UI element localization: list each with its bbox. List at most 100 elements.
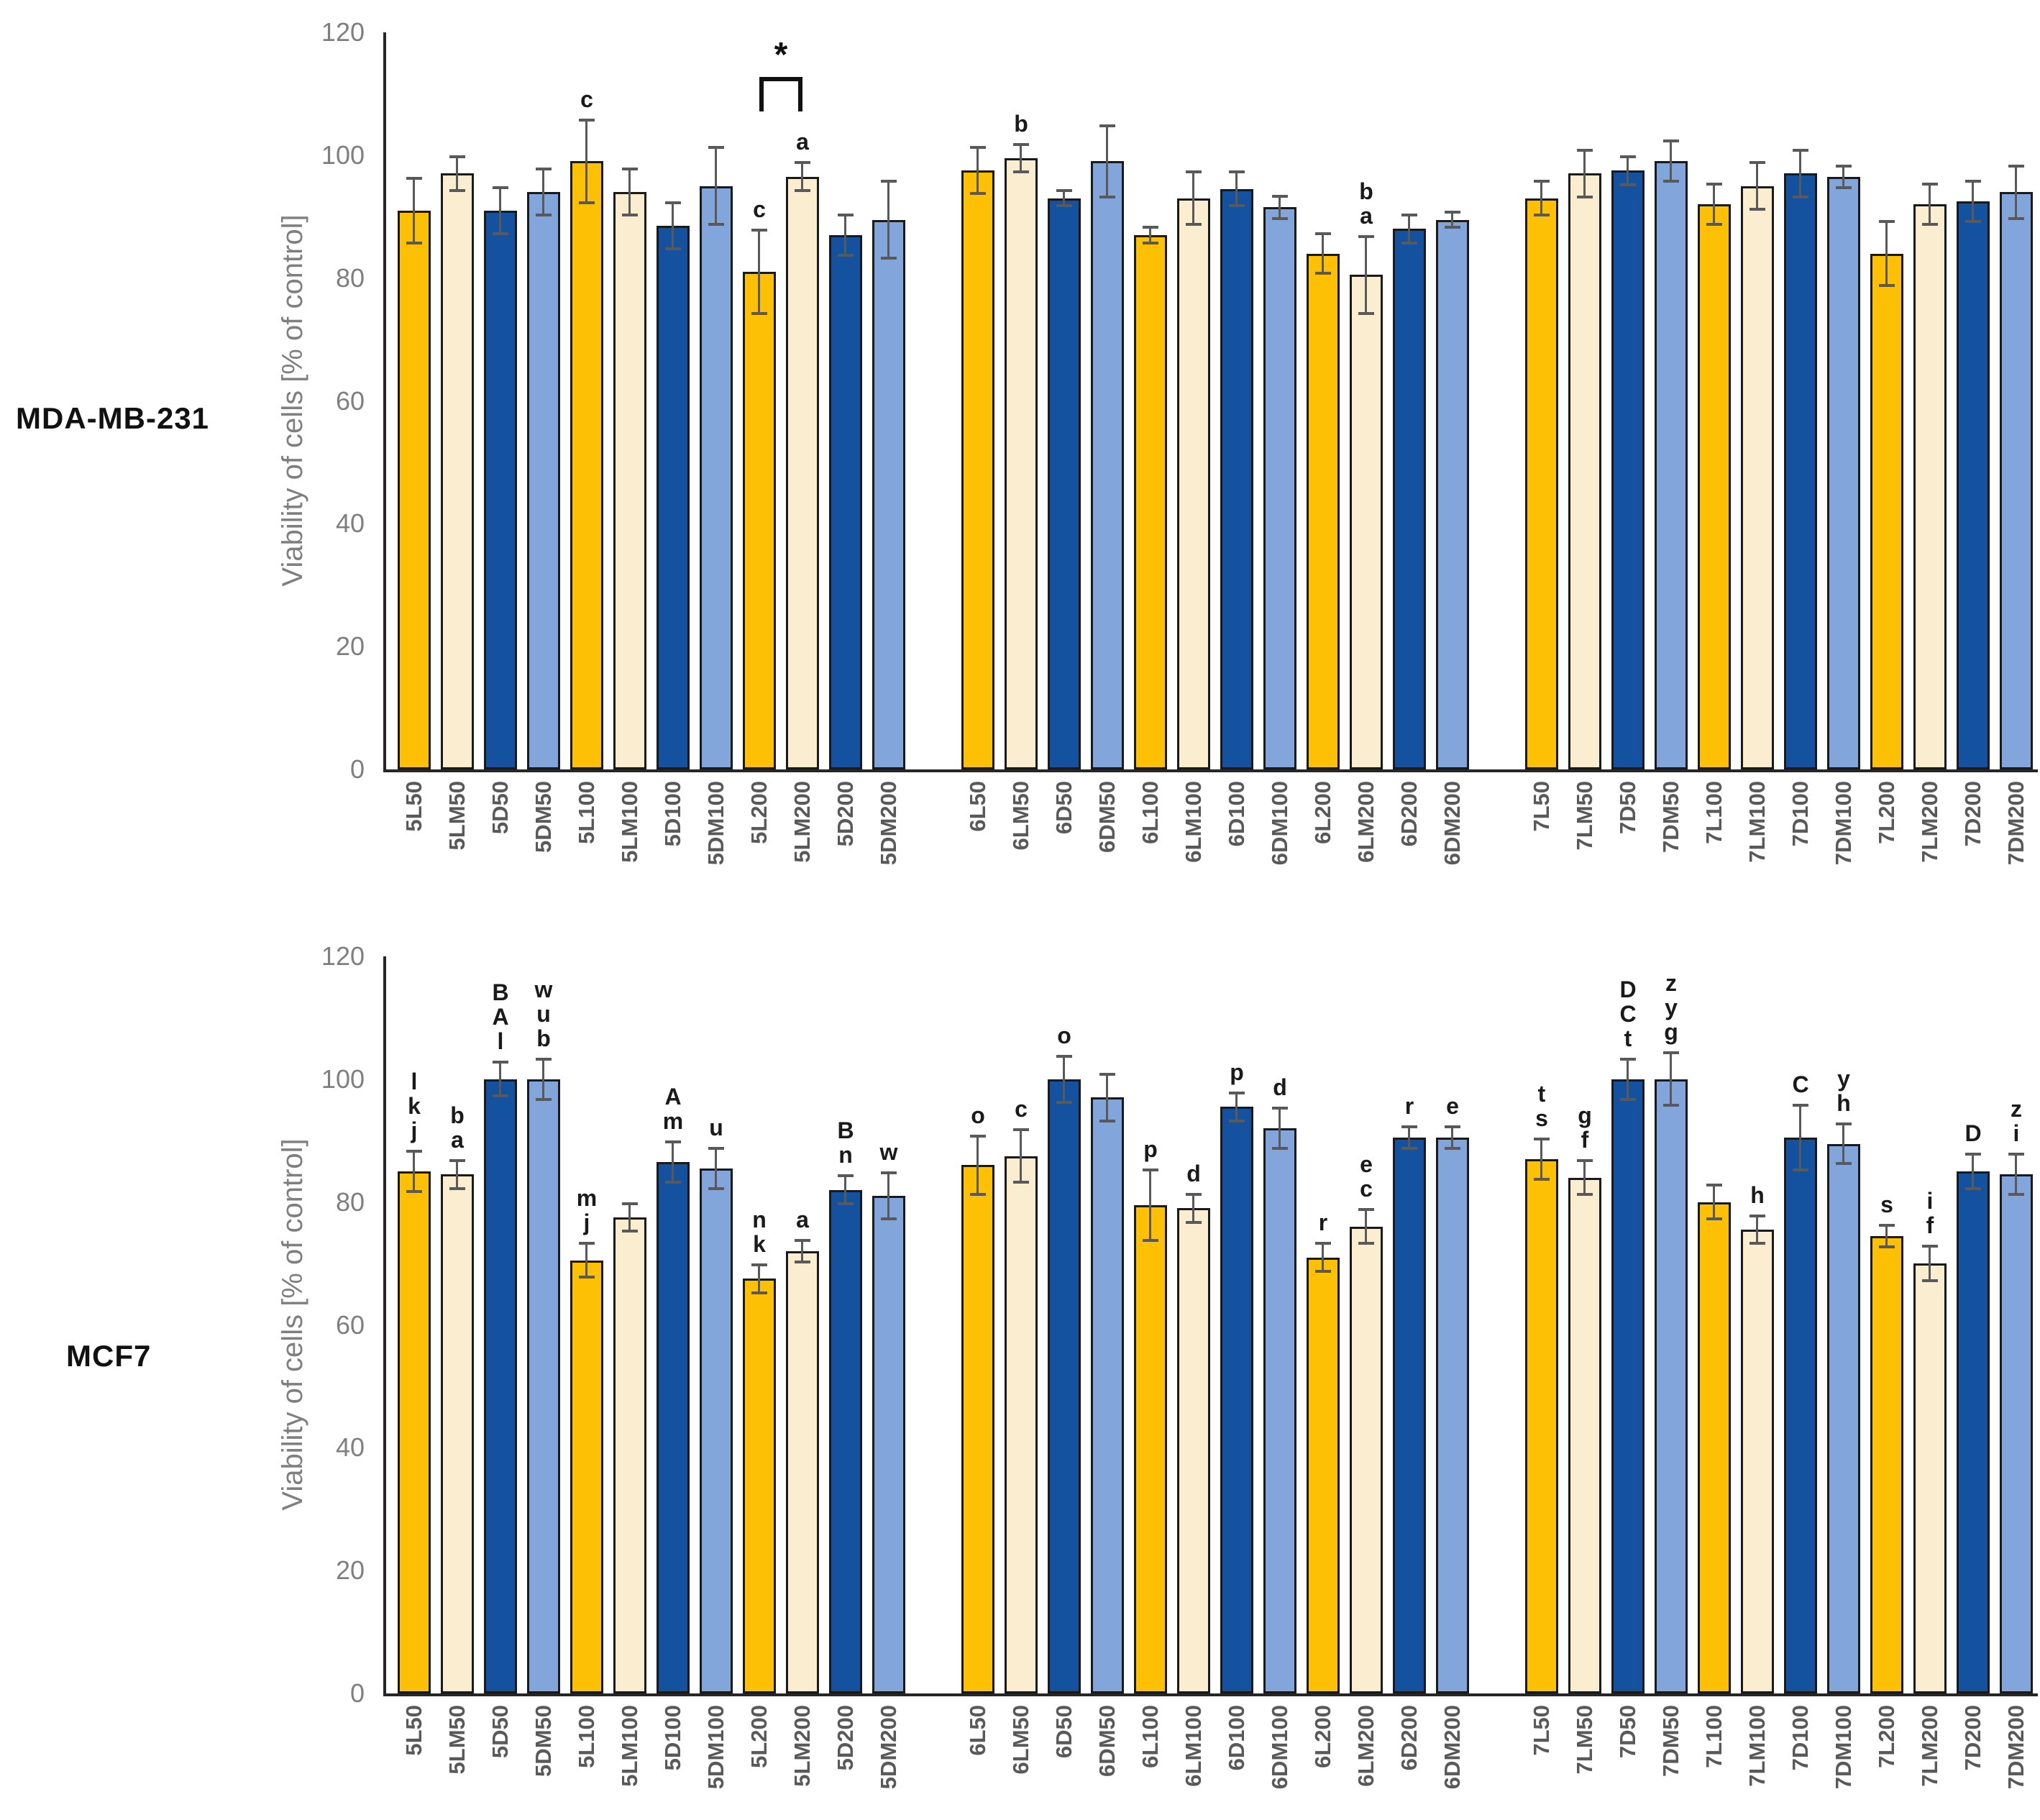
error-bar-cap-top: [1445, 1125, 1460, 1128]
y-tick-label: 20: [335, 631, 365, 662]
bar-5DM50: [527, 192, 560, 769]
error-bar: [708, 146, 724, 227]
bar-7DM200: [2000, 1174, 2033, 1693]
bar-cell-6LM100: d 6LM100: [1172, 956, 1215, 1787]
error-bar-cap-top: [708, 146, 724, 150]
x-tick-label-5DM200: 5DM200: [876, 1705, 901, 1790]
bar-5LM200: [786, 1251, 819, 1693]
error-bar-cap-top: [1620, 155, 1636, 158]
y-tick-label: 80: [335, 262, 365, 293]
error-bar-cap-top: [536, 1057, 552, 1061]
bar-cell-5L50: 5L50: [393, 32, 436, 832]
error-bar-cap-bottom: [1965, 219, 1981, 223]
x-tick-label-5D200: 5D200: [833, 781, 858, 847]
significance-letters-5D100: A m: [662, 1084, 684, 1135]
x-tick-label-6DM200: 6DM200: [1440, 1705, 1465, 1790]
x-tick-label-6LM100: 6LM100: [1181, 1705, 1206, 1787]
error-bar-line: [672, 201, 674, 251]
bar-cell-6D100: p 6D100: [1215, 956, 1258, 1770]
error-bar-line: [1451, 210, 1453, 229]
error-bar-cap-top: [1793, 1104, 1808, 1107]
error-bar-line: [1235, 1091, 1238, 1122]
error-bar-cap-top: [838, 1174, 854, 1178]
error-bar-cap-bottom: [2008, 1193, 2024, 1197]
error-bar-cap-top: [1229, 170, 1245, 174]
error-bar-cap-top: [622, 167, 638, 170]
error-bar-cap-bottom: [838, 253, 854, 257]
error-bar-line: [1106, 1073, 1108, 1122]
y-tick-label: 120: [321, 941, 365, 971]
error-bar: [838, 213, 854, 257]
error-bar-cap-top: [1445, 210, 1460, 214]
error-bar-line: [542, 1057, 544, 1101]
bar-6DM50: [1091, 161, 1124, 769]
y-tick-label: 120: [321, 17, 365, 47]
x-tick-label-5DM100: 5DM100: [703, 781, 728, 866]
x-tick-label-6L50: 6L50: [965, 1705, 990, 1756]
bar-cell-7DM50: 7DM50: [1650, 32, 1693, 853]
significance-letters-7L50: t s: [1535, 1080, 1548, 1131]
bar-cell-5LM100: 5LM100: [608, 956, 651, 1787]
bar-6L100: [1134, 1204, 1167, 1693]
bar-5LM50: [441, 173, 474, 769]
error-bar-cap-bottom: [1534, 214, 1550, 217]
bar-7LM50: [1568, 1177, 1601, 1693]
x-tick-label-6DM50: 6DM50: [1094, 781, 1120, 853]
error-bar: [1445, 210, 1460, 229]
error-bar: [1749, 161, 1765, 211]
error-bar-cap-top: [1663, 140, 1679, 143]
error-bar: [536, 167, 552, 217]
bar-5L200: [743, 272, 776, 769]
bar-cell-7D100: C 7D100: [1779, 956, 1822, 1770]
x-tick-label-7LM100: 7LM100: [1744, 1705, 1770, 1787]
bar-cell-7LM200: 7LM200: [1908, 32, 1952, 863]
error-bar-cap-bottom: [493, 232, 508, 235]
x-tick-label-7L100: 7L100: [1701, 781, 1726, 844]
bar-6LM100: [1177, 198, 1210, 769]
error-bar-cap-bottom: [751, 311, 767, 315]
error-bar-cap-top: [1013, 142, 1029, 146]
error-bar-cap-bottom: [795, 1261, 810, 1264]
error-bar-cap-top: [1534, 180, 1550, 183]
x-tick-label-6DM200: 6DM200: [1440, 781, 1465, 866]
error-bar-cap-bottom: [1056, 204, 1072, 208]
x-tick-label-5D200: 5D200: [833, 1705, 858, 1771]
error-bar: [1013, 142, 1029, 174]
error-bar-line: [1627, 155, 1629, 186]
error-bar: [838, 1174, 854, 1205]
bar-cell-7D200: D 7D200: [1952, 956, 1995, 1770]
error-bar-cap-bottom: [1706, 1217, 1722, 1221]
error-bar-line: [844, 1174, 846, 1205]
bar-5L200: [743, 1279, 776, 1693]
y-tick-label: 20: [335, 1555, 365, 1586]
bar-7L50: [1525, 1158, 1558, 1693]
bar-6DM200: [1436, 219, 1469, 769]
error-bar: [1534, 1137, 1550, 1181]
error-bar: [1620, 1057, 1636, 1101]
error-bar-cap-top: [970, 1134, 986, 1138]
bar-cell-7D50: D C t 7D50: [1606, 956, 1650, 1758]
significance-letters-6L50: o: [971, 1102, 985, 1128]
chart-mcf7: Viability of cells [% of control] 120 100…: [277, 941, 2038, 1789]
error-bar-cap-top: [665, 1140, 681, 1144]
bar-cell-7LM100: h 7LM100: [1736, 956, 1779, 1787]
error-bar-line: [887, 1171, 889, 1221]
error-bar: [1965, 180, 1981, 223]
x-tick-label-5LM50: 5LM50: [444, 781, 470, 851]
bar-7D100: [1784, 1137, 1817, 1693]
error-bar-cap-bottom: [2008, 216, 2024, 220]
bar-cell-7L100: 7L100: [1693, 956, 1736, 1768]
error-bar-cap-bottom: [1620, 183, 1636, 186]
bar-cell-6LM200: e c 6LM200: [1345, 956, 1388, 1787]
bar-5DM200: [872, 219, 905, 769]
bar-7DM100: [1827, 176, 1860, 769]
error-bar-cap-bottom: [665, 247, 681, 251]
bar-cell-7L100: 7L100: [1693, 32, 1736, 844]
bar-6L50: [961, 1165, 994, 1693]
error-bar: [1706, 183, 1722, 227]
error-bar-cap-bottom: [1358, 311, 1374, 315]
bar-cell-7L200: s 7L200: [1865, 956, 1908, 1768]
bar-cell-5LM200: a 5LM200: [781, 32, 824, 863]
error-bar: [1358, 1208, 1374, 1245]
error-bar: [1056, 188, 1072, 208]
